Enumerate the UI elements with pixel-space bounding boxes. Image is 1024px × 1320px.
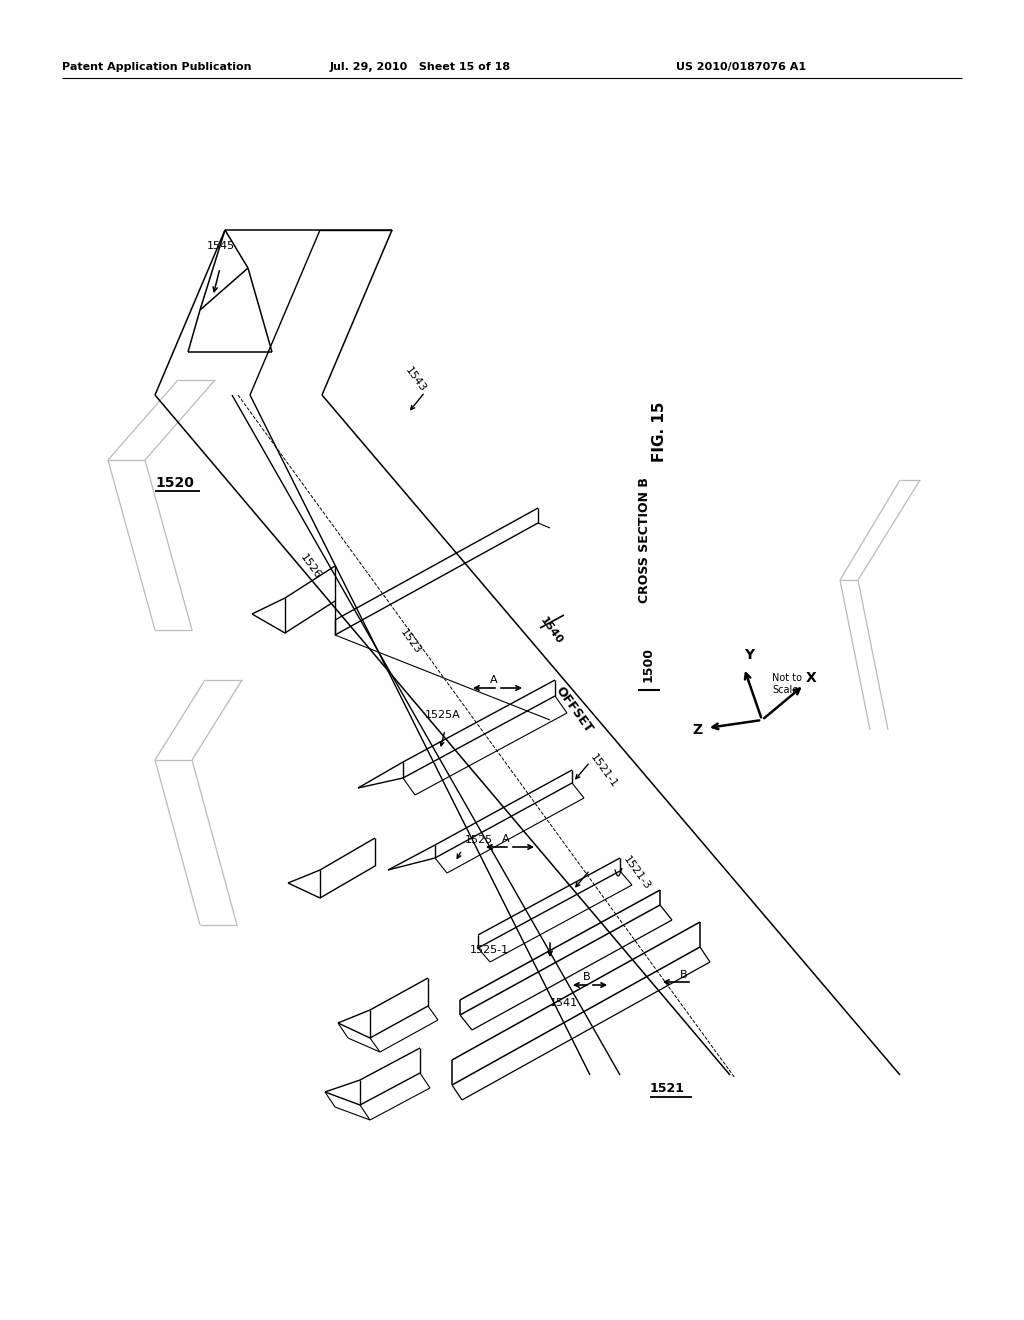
Text: 1540: 1540 — [538, 615, 564, 645]
Text: B: B — [584, 972, 591, 982]
Text: 1526: 1526 — [298, 552, 323, 581]
Text: US 2010/0187076 A1: US 2010/0187076 A1 — [676, 62, 806, 73]
Text: Y: Y — [744, 648, 754, 663]
Text: 1521-1: 1521-1 — [588, 752, 620, 789]
Text: 1541: 1541 — [550, 998, 579, 1008]
Text: Jul. 29, 2010   Sheet 15 of 18: Jul. 29, 2010 Sheet 15 of 18 — [330, 62, 511, 73]
Text: A: A — [502, 834, 510, 843]
Text: 1523: 1523 — [398, 627, 423, 656]
Text: 1521-3: 1521-3 — [621, 854, 652, 891]
Text: 1525: 1525 — [465, 836, 494, 845]
Text: 1525A: 1525A — [425, 710, 461, 719]
Text: FIG. 15: FIG. 15 — [652, 401, 668, 462]
Text: 1545: 1545 — [207, 242, 236, 251]
Text: 1543: 1543 — [403, 366, 428, 393]
Text: Z: Z — [692, 723, 702, 737]
Text: X: X — [806, 671, 817, 685]
Text: 1521: 1521 — [650, 1081, 685, 1094]
Text: 1500: 1500 — [641, 648, 654, 682]
Text: Scale: Scale — [772, 685, 799, 696]
Text: Not to: Not to — [772, 673, 802, 682]
Text: CROSS SECTION B: CROSS SECTION B — [639, 477, 651, 603]
Text: Patent Application Publication: Patent Application Publication — [62, 62, 252, 73]
Text: OFFSET: OFFSET — [553, 684, 595, 735]
Text: 1520: 1520 — [155, 477, 194, 490]
Text: A: A — [490, 675, 498, 685]
Text: B: B — [680, 970, 688, 979]
Text: 1525-1: 1525-1 — [470, 945, 509, 954]
